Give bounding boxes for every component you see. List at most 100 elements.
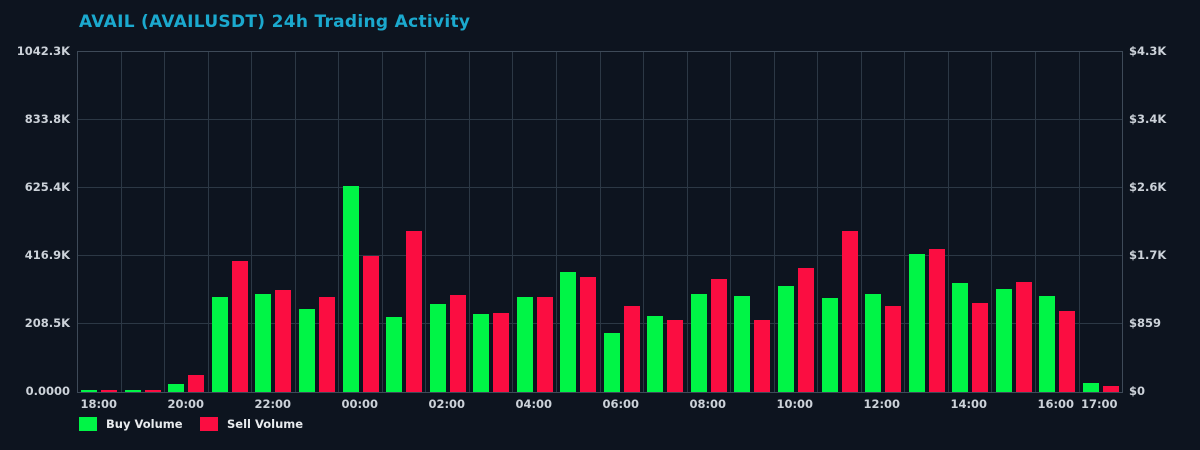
hour-slot-16:00 xyxy=(1036,52,1080,392)
sell-volume-bar xyxy=(798,267,815,392)
buy-volume-bar xyxy=(255,294,272,392)
hour-slot-02:00 xyxy=(426,52,470,392)
x-axis-tick-label: 12:00 xyxy=(863,397,901,411)
y-axis-tick-label: $859 xyxy=(1129,316,1162,330)
hour-slot-06:00 xyxy=(601,52,645,392)
buy-volume-bar xyxy=(690,294,707,392)
sell-volume-bar xyxy=(841,230,858,392)
x-axis-tick-label: 22:00 xyxy=(254,397,292,411)
hour-slot-17:00 xyxy=(1080,52,1123,392)
sell-volume-bar xyxy=(1015,282,1032,392)
sell-volume-bar xyxy=(536,297,553,392)
y-axis-tick-label: $4.3K xyxy=(1129,44,1167,58)
hour-slot-15:00 xyxy=(992,52,1037,392)
buy-volume-bar xyxy=(952,283,969,392)
hour-slot-07:00 xyxy=(644,52,688,392)
buy-volume-bar xyxy=(865,294,882,392)
hour-slot-10:00 xyxy=(775,52,819,392)
buy-volume-bar xyxy=(778,286,795,392)
sell-volume-bar xyxy=(406,230,423,392)
sell-volume-bar xyxy=(1102,386,1119,392)
sell-volume-bar xyxy=(972,303,989,392)
y-axis-tick-label: $2.6K xyxy=(1129,180,1167,194)
sell-volume-bar xyxy=(449,295,466,392)
y-axis-tick-label: $1.7K xyxy=(1129,248,1167,262)
sell-volume-bar xyxy=(580,276,597,392)
plot-area xyxy=(77,51,1123,393)
hour-slot-11:00 xyxy=(818,52,862,392)
y-axis-tick-label: 416.9K xyxy=(24,248,70,262)
buy-volume-bar xyxy=(1039,296,1056,392)
hour-slot-04:00 xyxy=(513,52,558,392)
x-axis-tick-label: 14:00 xyxy=(950,397,988,411)
x-axis-tick-label: 08:00 xyxy=(689,397,727,411)
chart-title: AVAIL (AVAILUSDT) 24h Trading Activity xyxy=(79,12,471,32)
buy-volume-swatch xyxy=(79,417,97,431)
hour-slot-00:00 xyxy=(339,52,383,392)
x-axis-tick-label: 04:00 xyxy=(515,397,553,411)
sell-volume-swatch xyxy=(200,417,218,431)
hour-slot-01:00 xyxy=(383,52,427,392)
hour-slot-13:00 xyxy=(905,52,949,392)
y-axis-tick-label: $0 xyxy=(1129,384,1146,398)
buy-volume-bar xyxy=(647,316,664,392)
hour-slot-23:00 xyxy=(296,52,340,392)
legend-item-sell: Sell Volume xyxy=(200,417,303,431)
sell-volume-bar xyxy=(493,313,510,392)
y-axis-tick-label: $3.4K xyxy=(1129,112,1167,126)
hour-slot-14:00 xyxy=(949,52,993,392)
x-axis-tick-label: 18:00 xyxy=(80,397,118,411)
buy-volume-bar xyxy=(908,254,925,392)
sell-volume-bar xyxy=(928,248,945,392)
legend-item-buy: Buy Volume xyxy=(79,417,183,431)
y-axis-tick-label: 625.4K xyxy=(24,180,70,194)
buy-volume-bar xyxy=(603,332,620,392)
sell-volume-bar xyxy=(1059,311,1076,392)
sell-volume-bar xyxy=(754,320,771,392)
buy-volume-bar xyxy=(211,296,228,392)
buy-volume-bar xyxy=(429,304,446,392)
buy-volume-bar xyxy=(124,389,141,392)
buy-volume-bar xyxy=(516,297,533,392)
sell-volume-bar xyxy=(101,390,118,392)
sell-volume-bar xyxy=(885,305,902,392)
buy-volume-bar xyxy=(299,309,315,392)
sell-volume-bar xyxy=(144,390,161,392)
sell-volume-bar xyxy=(362,255,379,392)
sell-volume-bar xyxy=(623,306,640,392)
buy-volume-bar xyxy=(342,185,359,392)
x-axis-tick-label: 10:00 xyxy=(776,397,814,411)
x-axis-tick-label: 20:00 xyxy=(167,397,205,411)
hour-slot-22:00 xyxy=(252,52,296,392)
buy-volume-bar xyxy=(1082,382,1099,392)
sell-volume-bar xyxy=(319,297,335,392)
x-axis-tick-label: 00:00 xyxy=(341,397,379,411)
y-axis-tick-label: 0.0000 xyxy=(25,384,70,398)
buy-volume-bar xyxy=(473,314,490,392)
buy-volume-bar xyxy=(81,390,98,392)
hour-slot-20:00 xyxy=(165,52,209,392)
hour-slot-08:00 xyxy=(688,52,732,392)
sell-volume-bar xyxy=(667,319,684,392)
hour-slot-21:00 xyxy=(209,52,253,392)
x-axis-tick-label: 16:00 xyxy=(1037,397,1075,411)
buy-volume-bar xyxy=(821,297,838,392)
x-axis-tick-label: 02:00 xyxy=(428,397,466,411)
y-axis-tick-label: 833.8K xyxy=(24,112,70,126)
buy-volume-bar xyxy=(168,384,185,392)
hour-slot-09:00 xyxy=(731,52,775,392)
y-axis-tick-label: 208.5K xyxy=(24,316,70,330)
sell-volume-bar xyxy=(710,279,727,392)
sell-volume-bar xyxy=(188,375,205,392)
buy-volume-label: Buy Volume xyxy=(106,417,183,431)
sell-volume-bar xyxy=(231,260,248,392)
hour-slot-12:00 xyxy=(862,52,906,392)
x-axis-tick-label: 06:00 xyxy=(602,397,640,411)
hour-slot-19:00 xyxy=(122,52,166,392)
x-axis-tick-label: 17:00 xyxy=(1080,397,1118,411)
hour-slot-18:00 xyxy=(78,52,122,392)
buy-volume-bar xyxy=(386,316,403,392)
sell-volume-bar xyxy=(275,290,292,392)
y-axis-tick-label: 1042.3K xyxy=(16,44,70,58)
buy-volume-bar xyxy=(734,296,751,392)
